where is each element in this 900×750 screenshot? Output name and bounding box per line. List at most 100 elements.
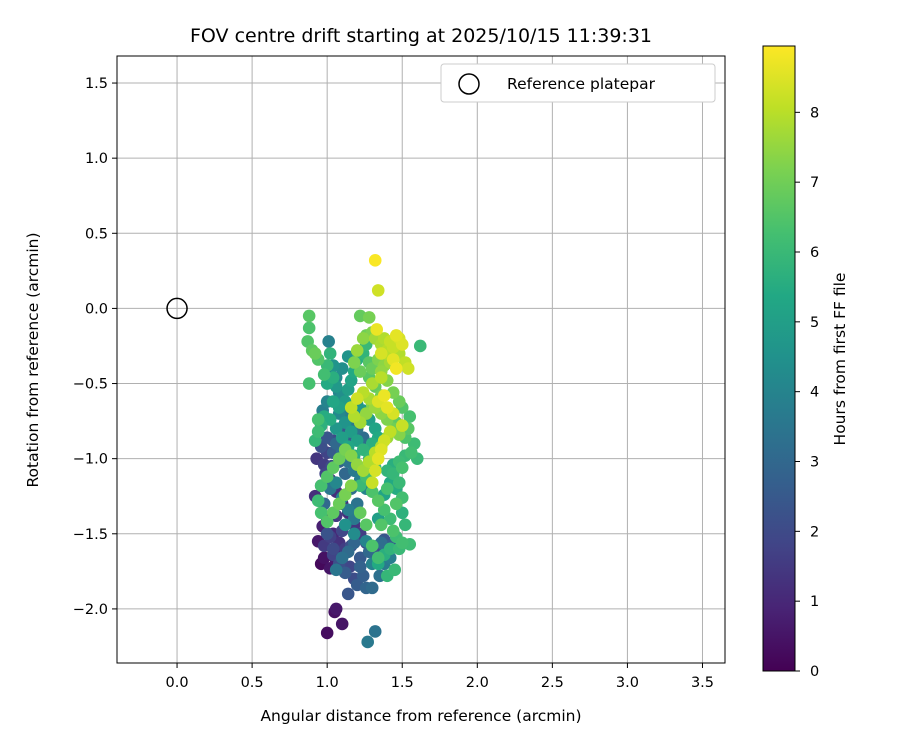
data-point [344,449,358,462]
data-point [365,485,379,499]
data-point [398,518,412,532]
x-axis-label: Angular distance from reference (arcmin) [260,707,581,725]
data-point [389,497,403,511]
data-point [344,401,358,414]
x-tick-label: 0.0 [166,675,189,691]
data-point [368,464,382,477]
y-axis-ticks: 1.5 1.0 0.5 0.0 −0.5 −1.0 −1.5 −2.0 [73,76,117,618]
colorbar-tick-label: 3 [810,455,819,471]
data-point [311,494,325,508]
data-point [344,479,358,493]
colorbar-ticks: 0 1 2 3 4 5 6 7 8 [795,105,819,680]
data-point [311,413,325,426]
x-tick-label: 2.0 [466,675,489,691]
data-point [326,542,340,556]
data-point [308,347,322,360]
data-point [323,347,337,360]
legend-box [440,63,716,103]
data-point [395,461,409,474]
data-point [403,410,417,423]
data-point [311,425,325,438]
data-point [302,309,316,323]
data-point [388,563,402,577]
data-point [395,506,409,520]
data-point [335,551,349,565]
data-point [395,536,409,550]
data-point [332,452,346,465]
data-point [368,625,382,638]
data-point [374,347,388,360]
data-point [383,512,397,526]
data-point [322,335,335,348]
data-point [314,479,328,493]
data-point [389,362,403,375]
data-point [338,416,352,429]
data-point [341,503,355,517]
x-tick-label: 1.5 [391,675,414,691]
data-point [326,506,340,520]
data-point [320,527,334,541]
data-point [350,434,364,447]
y-tick-label: 0.0 [85,301,108,317]
data-point [365,476,379,490]
y-tick-label: 1.5 [85,76,108,92]
data-point [341,587,355,601]
x-tick-label: 0.5 [241,675,264,691]
plot-frame [116,55,726,664]
data-point [353,551,367,565]
data-point [395,419,409,432]
data-point [356,443,370,456]
data-point [329,563,343,577]
data-point [365,377,379,390]
y-tick-label: 1.0 [85,151,108,167]
data-point [386,524,400,538]
colorbar-gradient [762,45,796,672]
data-point [377,503,391,517]
data-point [335,431,349,444]
colorbar-tick-label: 5 [810,315,819,331]
data-point [371,494,385,508]
data-point [317,368,331,381]
data-point [383,542,397,556]
data-point [365,539,379,553]
data-point [404,446,418,459]
y-tick-label: −1.0 [73,452,108,468]
data-point [338,518,352,532]
data-point [392,476,406,490]
legend: Reference platepar [440,63,716,103]
data-point [389,329,403,342]
data-point [350,344,364,357]
data-point [386,467,400,480]
data-point [401,362,415,375]
data-point [361,635,375,649]
data-point [365,581,379,595]
data-point [344,425,358,438]
data-point [320,515,334,529]
colorbar-tick-label: 8 [810,105,819,121]
data-point [320,470,334,483]
y-axis-label: Rotation from reference (arcmin) [24,232,42,487]
data-point [302,321,316,335]
y-tick-label: 0.5 [85,226,108,242]
legend-label: Reference platepar [507,75,656,93]
x-tick-label: 1.0 [316,675,339,691]
colorbar-tick-label: 1 [810,594,819,610]
x-tick-label: 3.5 [691,675,714,691]
data-point [377,389,391,402]
data-point [320,626,334,640]
x-tick-label: 3.0 [616,675,639,691]
data-point [380,482,394,496]
data-point [359,518,373,532]
scatter-points [301,254,427,649]
data-point [356,464,370,477]
data-point [353,365,367,378]
data-point [383,425,397,438]
data-point [302,377,316,390]
data-point [353,506,367,520]
data-point [350,392,364,405]
data-point [368,254,382,267]
data-point [329,476,343,490]
data-point [362,311,376,324]
data-point [332,497,346,511]
